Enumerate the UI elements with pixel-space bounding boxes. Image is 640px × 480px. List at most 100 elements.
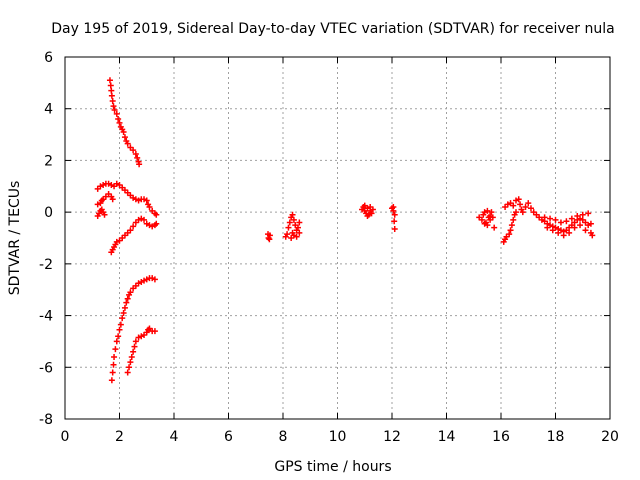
y-axis-label: SDTVAR / TECUs bbox=[7, 181, 23, 296]
data-point bbox=[557, 219, 564, 226]
data-point bbox=[111, 353, 118, 360]
data-point bbox=[134, 154, 141, 161]
data-point bbox=[109, 97, 116, 104]
x-tick-label: 18 bbox=[547, 429, 565, 445]
data-point bbox=[527, 205, 534, 212]
data-point bbox=[266, 232, 273, 239]
data-point bbox=[544, 224, 551, 231]
data-point bbox=[294, 224, 301, 231]
data-point bbox=[110, 361, 117, 368]
data-point bbox=[566, 229, 573, 236]
data-point bbox=[549, 227, 556, 234]
data-point bbox=[510, 202, 517, 209]
data-point bbox=[109, 196, 116, 203]
data-point bbox=[153, 211, 160, 218]
data-point bbox=[284, 231, 291, 238]
data-point bbox=[112, 346, 119, 353]
data-point bbox=[367, 203, 374, 210]
data-point bbox=[391, 218, 398, 225]
data-point bbox=[478, 216, 485, 223]
data-point bbox=[117, 321, 124, 328]
y-tick-label: 0 bbox=[44, 205, 53, 221]
data-point bbox=[151, 276, 158, 283]
x-tick-label: 6 bbox=[224, 429, 233, 445]
data-point bbox=[124, 140, 131, 147]
data-point bbox=[121, 134, 128, 141]
y-tick-label: -6 bbox=[39, 360, 53, 376]
data-point bbox=[151, 328, 158, 335]
y-tick-label: 2 bbox=[44, 153, 53, 169]
data-point bbox=[296, 229, 303, 236]
data-point bbox=[106, 77, 113, 84]
data-point bbox=[487, 213, 494, 220]
y-tick-label: -4 bbox=[39, 309, 53, 325]
data-point bbox=[127, 289, 134, 296]
x-tick-label: 8 bbox=[279, 429, 288, 445]
data-point bbox=[119, 315, 126, 322]
data-point bbox=[127, 359, 134, 366]
data-point bbox=[121, 304, 128, 311]
data-point bbox=[127, 227, 134, 234]
data-point bbox=[115, 333, 122, 340]
data-point bbox=[555, 229, 562, 236]
data-point bbox=[560, 232, 567, 239]
data-point bbox=[517, 201, 524, 208]
data-point bbox=[510, 216, 517, 223]
data-point bbox=[484, 207, 491, 214]
data-point bbox=[515, 196, 522, 203]
data-point bbox=[571, 224, 578, 231]
data-point bbox=[110, 103, 117, 110]
data-point bbox=[130, 223, 137, 230]
data-point bbox=[552, 216, 559, 223]
data-point bbox=[293, 233, 300, 240]
data-point bbox=[574, 213, 581, 220]
data-point bbox=[285, 224, 292, 231]
x-tick-label: 4 bbox=[170, 429, 179, 445]
x-tick-label: 14 bbox=[438, 429, 456, 445]
x-tick-label: 2 bbox=[115, 429, 124, 445]
data-point bbox=[108, 377, 115, 384]
data-point bbox=[525, 200, 532, 207]
data-point bbox=[541, 214, 548, 221]
data-point bbox=[141, 216, 148, 223]
ticks: 0 2 4 6 8 10 12 14 16 18 20 -8 -6 -4 -2 0 2 4 6 bbox=[39, 50, 619, 445]
data-point bbox=[120, 309, 127, 316]
chart-title: Day 195 of 2019, Sidereal Day-to-day VTE… bbox=[51, 21, 614, 37]
data-point bbox=[585, 210, 592, 217]
data-point bbox=[113, 110, 120, 117]
data-point bbox=[481, 220, 488, 227]
data-point bbox=[519, 209, 526, 216]
data-point bbox=[582, 227, 589, 234]
data-point bbox=[109, 369, 116, 376]
data-point bbox=[132, 150, 139, 157]
data-point bbox=[290, 216, 297, 223]
data-point bbox=[589, 232, 596, 239]
data-point bbox=[126, 364, 133, 371]
data-point bbox=[488, 209, 495, 216]
data-point bbox=[579, 211, 586, 218]
data-point bbox=[153, 220, 160, 227]
data-point bbox=[296, 219, 303, 226]
data-point bbox=[146, 203, 153, 210]
y-tick-label: 6 bbox=[44, 50, 53, 66]
data-point bbox=[116, 119, 123, 126]
data-point bbox=[547, 215, 554, 222]
data-point bbox=[101, 211, 108, 218]
data-point bbox=[115, 116, 122, 123]
data-point bbox=[289, 211, 296, 218]
data-point bbox=[143, 197, 150, 204]
data-point bbox=[136, 161, 143, 168]
data-point bbox=[568, 215, 575, 222]
x-tick-label: 12 bbox=[383, 429, 401, 445]
data-point bbox=[108, 87, 115, 94]
data-point bbox=[123, 299, 130, 306]
data-point bbox=[577, 222, 584, 229]
data-point bbox=[120, 128, 127, 135]
data-point bbox=[364, 213, 371, 220]
data-point bbox=[361, 202, 368, 209]
data-point bbox=[124, 295, 131, 302]
x-tick-label: 20 bbox=[601, 429, 619, 445]
data-point bbox=[132, 338, 139, 345]
y-tick-label: -8 bbox=[39, 412, 53, 428]
